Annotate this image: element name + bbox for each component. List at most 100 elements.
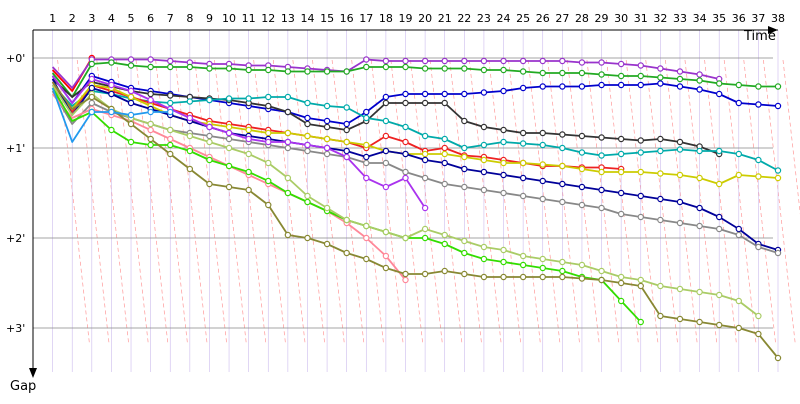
data-point — [323, 68, 331, 75]
data-point — [147, 96, 154, 104]
data-point — [382, 99, 390, 107]
data-point — [225, 123, 233, 131]
data-point — [480, 89, 488, 96]
x-tick-label: 29 — [595, 12, 609, 25]
lapped-guide-line — [704, 59, 737, 346]
data-point — [755, 173, 762, 180]
x-tick-label: 7 — [167, 12, 174, 25]
data-point — [402, 168, 409, 176]
data-point — [461, 153, 468, 161]
data-point — [363, 159, 370, 167]
data-point — [323, 102, 331, 110]
data-point — [147, 141, 154, 149]
series-1 — [51, 56, 723, 89]
data-point — [696, 222, 703, 230]
data-point — [265, 66, 272, 74]
lapped-guide-line — [135, 59, 169, 346]
data-point — [421, 132, 429, 140]
lapped-guide-line — [57, 59, 90, 346]
data-point — [343, 153, 350, 161]
data-point — [127, 111, 135, 119]
data-point — [617, 273, 625, 281]
lapped-guide-line — [233, 59, 267, 346]
data-point — [382, 159, 390, 167]
data-point — [323, 117, 331, 125]
data-point — [225, 183, 233, 191]
x-tick-label: 9 — [206, 12, 213, 25]
data-point — [500, 171, 507, 179]
data-point — [245, 168, 252, 176]
data-point — [696, 147, 703, 155]
data-point — [519, 140, 527, 147]
data-point — [480, 57, 488, 65]
x-tick-label: 35 — [712, 12, 726, 25]
data-point — [441, 240, 448, 248]
data-point — [715, 147, 723, 155]
data-point — [323, 204, 331, 212]
data-point — [559, 144, 566, 152]
lapped-guide-line — [586, 59, 620, 346]
y-axis-label: Gap — [10, 379, 36, 394]
data-point — [617, 168, 625, 176]
data-point — [127, 62, 135, 69]
data-point — [657, 312, 664, 320]
data-point — [676, 83, 684, 90]
data-point — [167, 63, 174, 71]
series-11 — [51, 75, 429, 212]
data-point — [265, 138, 272, 146]
data-point — [637, 213, 644, 221]
data-point — [539, 69, 546, 77]
x-tick-label: 20 — [418, 12, 432, 25]
data-point — [480, 255, 488, 263]
data-point — [500, 87, 507, 95]
data-point — [421, 90, 429, 98]
data-point — [774, 83, 782, 90]
data-point — [206, 138, 213, 146]
data-point — [343, 120, 350, 128]
lapped-guide-line — [370, 59, 404, 346]
data-point — [147, 63, 154, 71]
data-point — [755, 312, 762, 320]
data-point — [167, 92, 174, 99]
x-tick-label: 25 — [516, 12, 530, 25]
data-point — [519, 159, 527, 167]
data-point — [421, 174, 429, 182]
data-point — [676, 138, 684, 146]
data-point — [265, 129, 272, 137]
data-point — [500, 159, 507, 167]
data-point — [284, 231, 292, 239]
x-tick-label: 31 — [634, 12, 648, 25]
data-point — [461, 270, 468, 278]
data-point — [206, 180, 213, 188]
data-point — [519, 273, 527, 281]
data-point — [382, 93, 390, 101]
x-tick-label: 12 — [261, 12, 275, 25]
data-point — [402, 138, 409, 146]
data-point — [500, 273, 507, 281]
data-point — [676, 68, 684, 75]
data-point — [265, 102, 272, 110]
data-point — [676, 285, 684, 293]
data-point — [559, 267, 566, 275]
data-point — [147, 56, 154, 63]
data-point — [559, 162, 566, 170]
data-point — [441, 180, 448, 188]
data-point — [343, 126, 350, 134]
data-point — [323, 123, 331, 131]
x-tick-label: 14 — [300, 12, 314, 25]
data-point — [402, 270, 409, 278]
x-tick-label: 1 — [49, 12, 56, 25]
lapped-guide-line — [351, 59, 385, 346]
data-point — [715, 213, 723, 221]
data-point — [147, 135, 154, 143]
data-point — [578, 201, 586, 209]
data-point — [206, 132, 213, 140]
data-point — [421, 99, 429, 107]
data-point — [559, 180, 566, 188]
data-point — [480, 168, 488, 176]
data-point — [225, 65, 233, 72]
lapped-guide-line — [782, 59, 800, 215]
series-3 — [51, 72, 782, 128]
data-point — [323, 144, 331, 152]
series-15 — [51, 87, 174, 143]
